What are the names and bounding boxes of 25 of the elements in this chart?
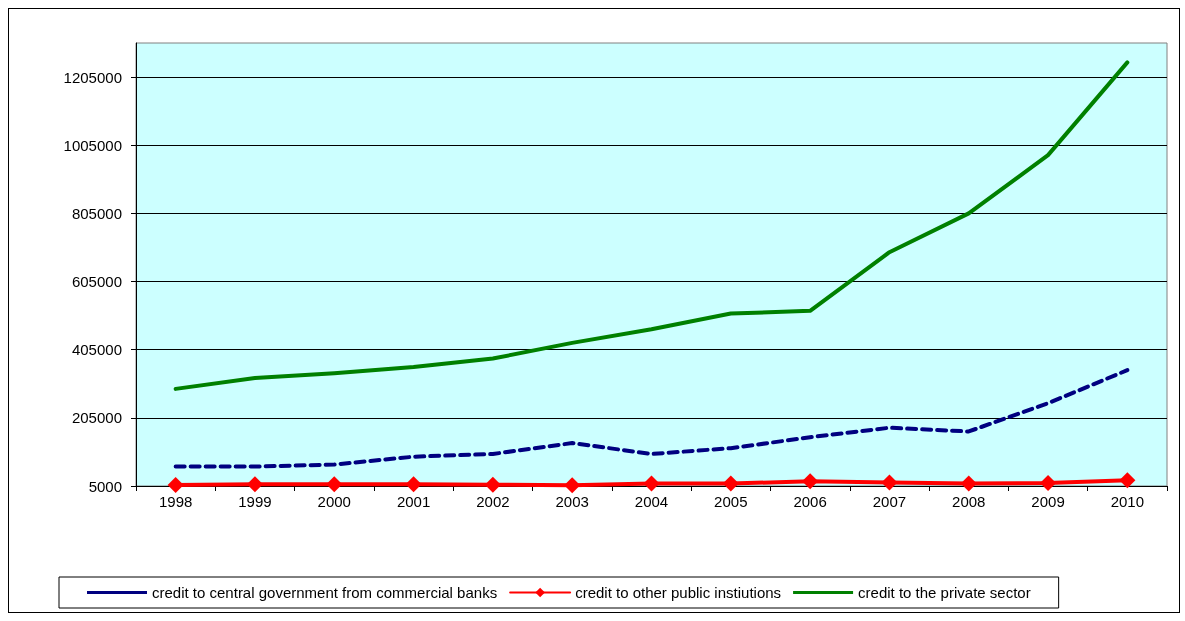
x-tick-label: 2001: [396, 493, 431, 510]
legend-label: credit to other public instiutions: [575, 584, 782, 601]
y-tick-label: 1005000: [63, 136, 122, 154]
y-tick-label: 605000: [71, 273, 122, 291]
x-tick-label: 2002: [476, 493, 510, 510]
x-tick-label: 2004: [634, 493, 669, 510]
y-tick-label: 5000: [88, 477, 122, 495]
x-tick-label: 2005: [714, 493, 748, 510]
x-tick-label: 2008: [952, 493, 986, 510]
legend-label: credit to central government from commercial banks: [152, 584, 498, 601]
x-tick-label: 2009: [1031, 493, 1065, 510]
x-tick-label: 2003: [555, 493, 589, 510]
x-tick-label: 2007: [872, 493, 907, 510]
line-series: [173, 60, 1130, 391]
x-tick-label: 2006: [793, 493, 827, 510]
legend-label: credit to the private sector: [858, 584, 1031, 601]
x-tick-label: 1999: [238, 493, 272, 510]
y-tick-label: 205000: [71, 409, 122, 427]
x-tick-label: 1998: [158, 493, 193, 510]
y-tick-label: 805000: [71, 204, 122, 222]
x-tick-label: 2010: [1110, 493, 1145, 510]
line-series: [173, 368, 1130, 469]
x-tick-label: 2000: [317, 493, 351, 510]
y-tick-label: 405000: [71, 341, 122, 359]
y-tick-label: 1205000: [63, 68, 122, 86]
